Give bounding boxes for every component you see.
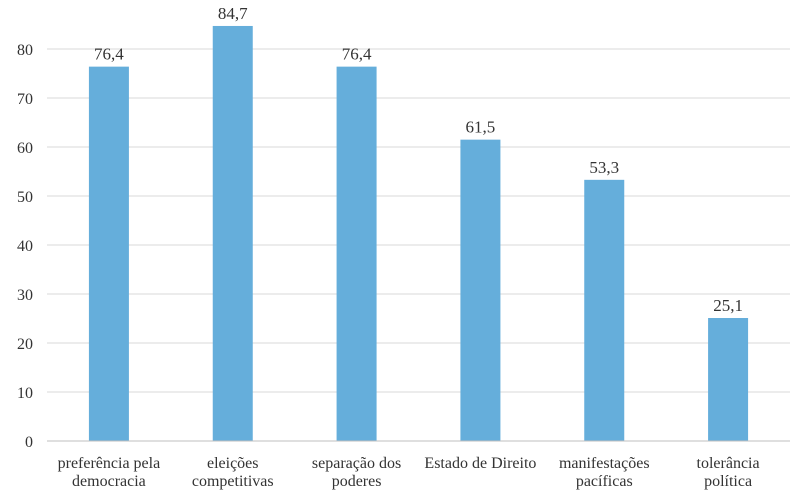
y-tick-label: 0 <box>25 434 33 451</box>
bar-1 <box>88 66 129 441</box>
data-label-3: 76,4 <box>342 45 372 64</box>
category-label-1: preferência pela democracia <box>58 455 161 490</box>
bar-6 <box>708 318 749 441</box>
category-label-line: preferência pela <box>58 455 161 472</box>
bar-3 <box>336 66 377 441</box>
bar-5 <box>584 179 625 441</box>
y-tick-label: 10 <box>17 385 33 402</box>
category-label-line: Estado de Direito <box>424 455 536 472</box>
y-axis-ticks: 0 10 20 30 40 50 60 70 80 <box>17 42 33 451</box>
y-tick-label: 40 <box>17 238 33 255</box>
bars <box>88 25 749 441</box>
category-label-line: competitivas <box>192 473 274 490</box>
category-label-2: eleições competitivas <box>192 455 274 490</box>
data-label-2: 84,7 <box>218 4 248 23</box>
x-axis-labels: preferência pela democracia eleições compet… <box>58 455 760 490</box>
data-label-5: 53,3 <box>589 158 619 177</box>
category-label-line: pacíficas <box>576 473 633 490</box>
category-label-3: separação dos poderes <box>312 455 401 490</box>
y-tick-label: 80 <box>17 42 33 59</box>
y-tick-label: 20 <box>17 336 33 353</box>
category-label-line: tolerância <box>697 455 760 472</box>
y-tick-label: 50 <box>17 189 33 206</box>
bar-4 <box>460 139 501 441</box>
bar-2 <box>212 25 253 441</box>
category-label-line: separação dos <box>312 455 401 472</box>
category-label-6: tolerância política <box>697 455 760 490</box>
category-label-line: poderes <box>332 473 382 490</box>
category-label-line: manifestações <box>559 455 650 472</box>
category-label-line: democracia <box>72 473 146 490</box>
category-label-line: política <box>704 473 752 490</box>
y-tick-label: 70 <box>17 91 33 108</box>
data-labels: 76,4 84,7 76,4 61,5 53,3 25,1 <box>94 4 743 315</box>
y-tick-label: 60 <box>17 140 33 157</box>
gridlines <box>47 48 790 393</box>
y-tick-label: 30 <box>17 287 33 304</box>
data-label-6: 25,1 <box>713 296 743 315</box>
data-label-1: 76,4 <box>94 45 124 64</box>
data-label-4: 61,5 <box>466 118 496 137</box>
category-label-line: eleições <box>207 455 259 472</box>
category-label-4: Estado de Direito <box>424 455 536 472</box>
category-label-5: manifestações pacíficas <box>559 455 650 490</box>
